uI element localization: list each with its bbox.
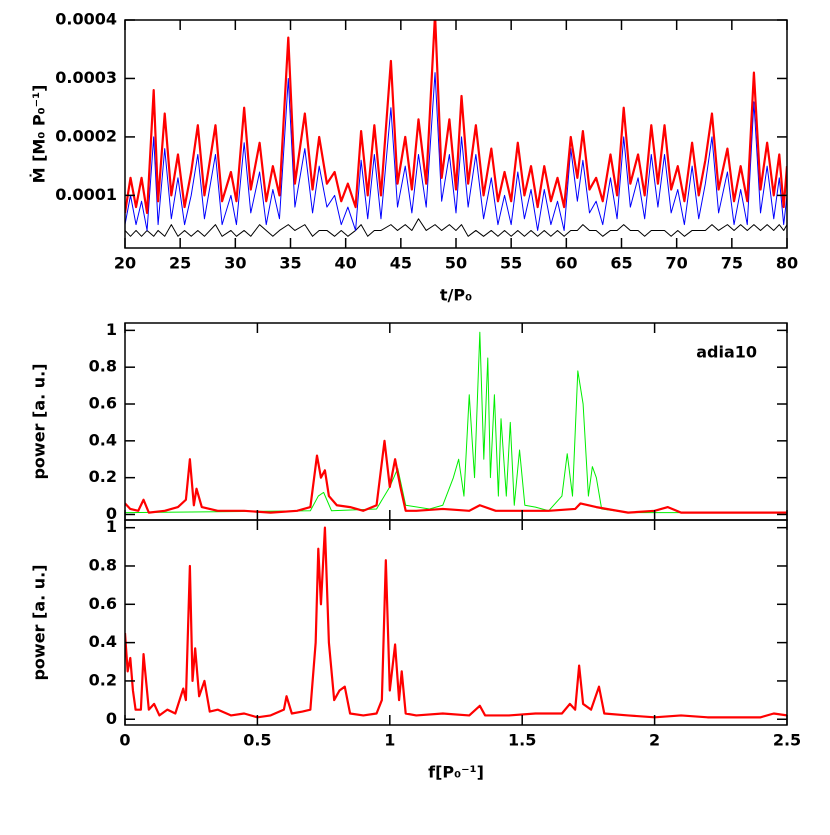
- x-axis-label: f[P₀⁻¹]: [428, 763, 484, 782]
- y-tick-label: 0.0001: [55, 185, 117, 204]
- x-tick-label: 20: [114, 254, 136, 273]
- y-tick-label: 0.0003: [55, 68, 117, 87]
- plot-frame: [124, 19, 788, 249]
- y-axis-label: power [a. u.]: [30, 564, 49, 680]
- y-axis-label: Ṁ [M₀ P₀⁻¹]: [30, 85, 49, 184]
- series-line: [125, 20, 787, 215]
- x-tick-label: 55: [500, 254, 522, 273]
- y-axis-label: power [a. u.]: [30, 363, 49, 479]
- y-tick-label: 0.4: [89, 632, 117, 651]
- y-tick-label: 1: [106, 517, 117, 536]
- x-tick-label: 75: [721, 254, 743, 273]
- x-tick-label: 0: [119, 731, 130, 750]
- y-tick-label: 0.0004: [55, 10, 117, 29]
- series-line: [125, 218, 787, 237]
- x-tick-label: 1: [384, 731, 395, 750]
- x-tick-label: 65: [610, 254, 632, 273]
- plot-frame: [124, 519, 788, 726]
- y-tick-label: 0.0002: [55, 126, 117, 145]
- x-tick-label: 50: [445, 254, 467, 273]
- plot-area: [125, 20, 787, 237]
- plot-area: [125, 331, 787, 514]
- x-tick-label: 40: [335, 254, 357, 273]
- y-tick-label: 0: [106, 504, 117, 523]
- x-tick-label: 2.5: [773, 731, 801, 750]
- series-line: [125, 331, 787, 514]
- y-tick-label: 0.8: [89, 357, 117, 376]
- series-line: [125, 439, 787, 514]
- plot-frame: [124, 322, 788, 521]
- x-tick-label: 60: [555, 254, 577, 273]
- y-tick-label: 0.6: [89, 594, 117, 613]
- x-tick-label: 0.5: [243, 731, 271, 750]
- y-tick-label: 0.6: [89, 394, 117, 413]
- y-tick-label: 0.4: [89, 430, 117, 449]
- annotation: adia10: [696, 343, 757, 362]
- x-tick-label: 30: [224, 254, 246, 273]
- series-line: [125, 72, 787, 231]
- x-tick-label: 45: [390, 254, 412, 273]
- x-tick-label: 80: [776, 254, 798, 273]
- x-tick-label: 35: [279, 254, 301, 273]
- x-tick-label: 70: [666, 254, 688, 273]
- x-axis-label: t/P₀: [440, 286, 472, 305]
- y-tick-label: 0.2: [89, 670, 117, 689]
- y-tick-label: 0: [106, 709, 117, 728]
- y-tick-label: 0.8: [89, 555, 117, 574]
- y-tick-label: 0.2: [89, 467, 117, 486]
- plot-area: [125, 526, 787, 719]
- series-line: [125, 526, 787, 719]
- y-tick-label: 1: [106, 320, 117, 339]
- x-tick-label: 2: [649, 731, 660, 750]
- x-tick-label: 25: [169, 254, 191, 273]
- x-tick-label: 1.5: [508, 731, 536, 750]
